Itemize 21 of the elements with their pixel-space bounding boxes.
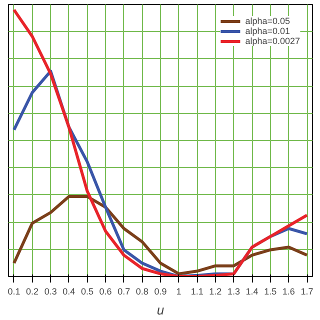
legend-label: alpha=0.05: [245, 16, 290, 26]
x-tick-label: 0.6: [99, 286, 112, 296]
x-axis-title: u: [156, 302, 164, 318]
x-tick-label: 0.5: [80, 286, 94, 296]
x-tick-label: 1.4: [246, 286, 258, 296]
legend-label: alpha=0.0027: [245, 36, 300, 46]
x-tick-label: 1.6: [282, 286, 295, 296]
x-tick-label: 1.5: [264, 286, 277, 296]
x-tick-label: 1.1: [190, 286, 204, 296]
x-tick-label: 0.1: [8, 286, 20, 296]
x-tick-label: 0.8: [136, 286, 148, 296]
x-tick-label: 1.7: [300, 286, 314, 296]
x-tick-label: 1.2: [209, 286, 222, 296]
x-tick-label: 0.9: [154, 286, 167, 296]
x-tick-label: 0.7: [118, 286, 130, 296]
x-tick-label: 0.2: [26, 286, 39, 296]
x-tick-label: 0.4: [62, 286, 76, 296]
x-tick-label: 0.3: [44, 286, 57, 296]
x-tick-label: 1: [176, 286, 182, 296]
legend-label: alpha=0.01: [245, 26, 290, 36]
x-tick-label: 1.3: [227, 286, 240, 296]
